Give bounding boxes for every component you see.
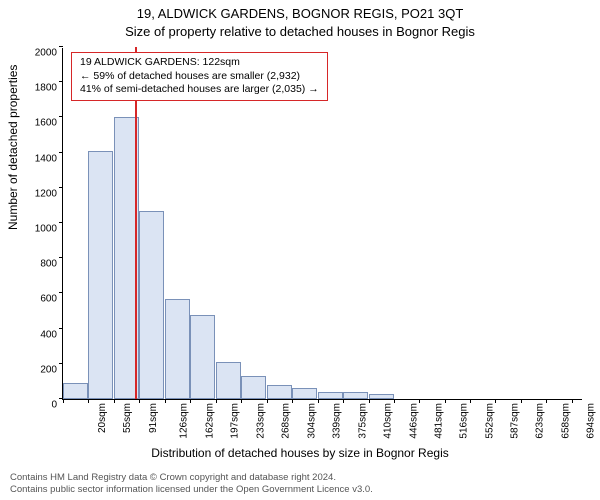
x-tick-label: 481sqm (433, 403, 444, 439)
footer-line-2: Contains public sector information licen… (10, 484, 590, 496)
x-tick-label: 233sqm (255, 403, 266, 439)
x-tick-label: 197sqm (230, 403, 241, 439)
histogram-bar (241, 376, 266, 399)
annotation-line: 41% of semi-detached houses are larger (… (80, 83, 319, 97)
y-tick-label: 1800 (35, 83, 63, 94)
y-tick-mark (59, 257, 63, 258)
annotation-box: 19 ALDWICK GARDENS: 122sqm← 59% of detac… (71, 52, 328, 101)
chart-plot-area: 020040060080010001200140016001800200020s… (62, 48, 582, 400)
histogram-bar (165, 299, 190, 399)
x-tick-label: 410sqm (382, 403, 393, 439)
x-tick-label: 91sqm (148, 403, 159, 433)
x-tick-label: 552sqm (484, 403, 495, 439)
y-tick-mark (59, 292, 63, 293)
x-tick-mark (470, 399, 471, 403)
histogram-bar (369, 394, 394, 399)
y-tick-label: 1000 (35, 224, 63, 235)
x-tick-mark (495, 399, 496, 403)
histogram-bar (139, 211, 164, 399)
y-tick-mark (59, 222, 63, 223)
y-tick-label: 200 (40, 364, 63, 375)
subtitle: Size of property relative to detached ho… (0, 24, 600, 39)
histogram-bar (88, 151, 113, 399)
x-tick-label: 268sqm (280, 403, 291, 439)
histogram-bar (267, 385, 292, 399)
histogram-bar (63, 383, 88, 399)
x-tick-mark (88, 399, 89, 403)
x-tick-mark (63, 399, 64, 403)
page-title: 19, ALDWICK GARDENS, BOGNOR REGIS, PO21 … (0, 6, 600, 21)
x-tick-label: 162sqm (204, 403, 215, 439)
y-tick-label: 600 (40, 294, 63, 305)
annotation-line: 19 ALDWICK GARDENS: 122sqm (80, 56, 319, 70)
x-tick-mark (190, 399, 191, 403)
x-tick-label: 20sqm (97, 403, 108, 433)
y-tick-mark (59, 116, 63, 117)
y-tick-label: 1400 (35, 153, 63, 164)
footer-attribution: Contains HM Land Registry data © Crown c… (10, 472, 590, 496)
y-tick-label: 1200 (35, 188, 63, 199)
x-axis-label: Distribution of detached houses by size … (0, 446, 600, 460)
y-tick-mark (59, 187, 63, 188)
x-tick-label: 375sqm (357, 403, 368, 439)
x-tick-mark (114, 399, 115, 403)
x-tick-mark (369, 399, 370, 403)
histogram-bar (343, 392, 368, 399)
x-tick-mark (216, 399, 217, 403)
y-tick-label: 800 (40, 259, 63, 270)
footer-line-1: Contains HM Land Registry data © Crown c… (10, 472, 590, 484)
x-tick-mark (521, 399, 522, 403)
y-tick-label: 400 (40, 329, 63, 340)
y-tick-mark (59, 81, 63, 82)
x-tick-label: 339sqm (331, 403, 342, 439)
x-tick-mark (241, 399, 242, 403)
histogram-bar (216, 362, 241, 399)
histogram-bar (190, 315, 215, 399)
x-tick-label: 126sqm (179, 403, 190, 439)
x-tick-mark (139, 399, 140, 403)
x-tick-label: 304sqm (306, 403, 317, 439)
x-tick-mark (419, 399, 420, 403)
x-tick-label: 516sqm (458, 403, 469, 439)
x-tick-mark (572, 399, 573, 403)
y-tick-label: 1600 (35, 118, 63, 129)
x-tick-mark (546, 399, 547, 403)
y-tick-mark (59, 328, 63, 329)
x-tick-label: 587sqm (509, 403, 520, 439)
x-tick-label: 658sqm (560, 403, 571, 439)
x-tick-mark (165, 399, 166, 403)
y-tick-label: 2000 (35, 48, 63, 59)
x-tick-label: 446sqm (408, 403, 419, 439)
y-tick-mark (59, 46, 63, 47)
x-tick-mark (292, 399, 293, 403)
y-tick-mark (59, 363, 63, 364)
y-axis-label: Number of detached properties (6, 65, 20, 230)
annotation-line: ← 59% of detached houses are smaller (2,… (80, 70, 319, 84)
x-tick-mark (394, 399, 395, 403)
x-tick-label: 55sqm (122, 403, 133, 433)
x-tick-label: 623sqm (535, 403, 546, 439)
x-tick-mark (318, 399, 319, 403)
x-tick-mark (267, 399, 268, 403)
x-tick-mark (445, 399, 446, 403)
x-tick-mark (343, 399, 344, 403)
x-tick-label: 694sqm (586, 403, 597, 439)
y-tick-mark (59, 152, 63, 153)
y-tick-label: 0 (51, 400, 63, 411)
histogram-bar (318, 392, 343, 399)
histogram-bar (292, 388, 317, 399)
